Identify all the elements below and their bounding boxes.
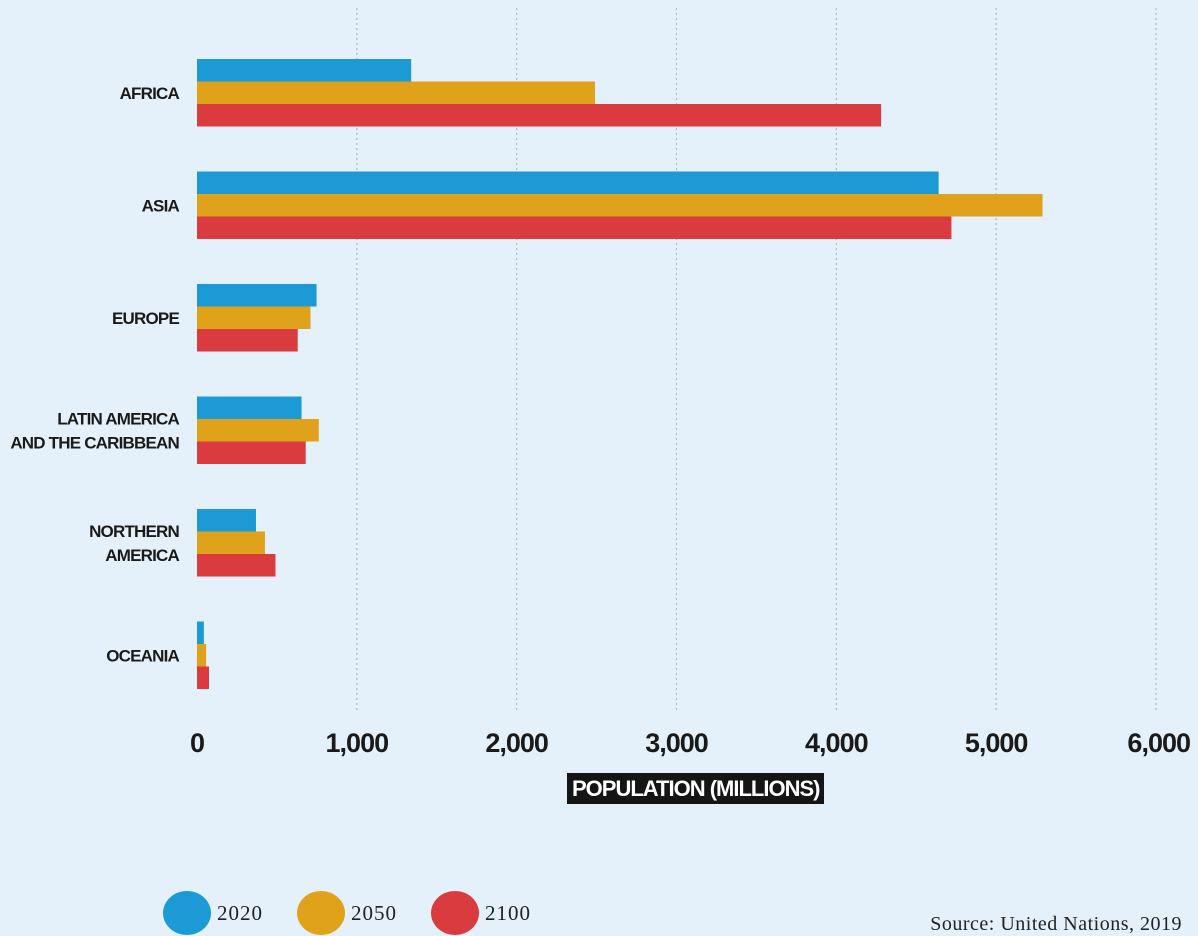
x-tick-label-3: 3,000 bbox=[645, 728, 708, 758]
category-label-1-0: ASIA bbox=[142, 196, 180, 215]
category-label-3-0: LATIN AMERICA bbox=[57, 409, 179, 428]
x-tick-label-4: 4,000 bbox=[805, 728, 868, 758]
bar-4-2020 bbox=[197, 509, 256, 532]
category-labels: AFRICA ASIA EUROPE LATIN AMERICA AND THE CAR… bbox=[10, 84, 180, 666]
bar-1-2050 bbox=[197, 194, 1043, 217]
x-tick-label-6: 6,000 bbox=[1127, 728, 1190, 758]
source-note: Source: United Nations, 2019 bbox=[930, 913, 1182, 935]
bar-2-2050 bbox=[197, 306, 311, 329]
bar-1-2020 bbox=[197, 171, 939, 194]
legend-swatch-2050 bbox=[297, 891, 345, 935]
x-tick-label-5: 5,000 bbox=[965, 728, 1028, 758]
legend-item-2100: 2100 bbox=[431, 891, 531, 935]
bar-5-2100 bbox=[197, 666, 209, 689]
x-tick-label-2: 2,000 bbox=[485, 728, 548, 758]
bar-5-2020 bbox=[197, 621, 204, 644]
legend-label-2050: 2050 bbox=[351, 900, 397, 925]
bar-2-2100 bbox=[197, 329, 298, 352]
category-label-0-0: AFRICA bbox=[120, 84, 180, 103]
legend-item-2020: 2020 bbox=[163, 891, 263, 935]
x-tick-labels: 0 1,000 2,000 3,000 4,000 5,000 6,000 bbox=[190, 728, 1191, 758]
category-label-4-0: NORTHERN bbox=[89, 522, 179, 541]
population-bar-chart: AFRICA ASIA EUROPE LATIN AMERICA AND THE CAR… bbox=[10, 8, 1191, 758]
bar-3-2050 bbox=[197, 419, 319, 442]
bar-5-2050 bbox=[197, 644, 207, 667]
bar-1-2100 bbox=[197, 216, 952, 239]
bars-group bbox=[197, 59, 1043, 689]
bar-0-2050 bbox=[197, 81, 595, 104]
bar-2-2020 bbox=[197, 284, 317, 307]
legend-swatch-2020 bbox=[163, 891, 211, 935]
legend-label-2020: 2020 bbox=[217, 900, 263, 925]
bar-0-2100 bbox=[197, 104, 882, 127]
category-label-4-1: AMERICA bbox=[105, 546, 179, 565]
category-label-3-1: AND THE CARIBBEAN bbox=[10, 433, 179, 452]
legend: 2020 2050 2100 bbox=[163, 890, 565, 936]
bar-4-2050 bbox=[197, 531, 265, 554]
grid-lines bbox=[356, 8, 1157, 712]
legend-item-2050: 2050 bbox=[297, 891, 397, 935]
category-label-5-0: OCEANIA bbox=[106, 646, 179, 665]
legend-swatch-2100 bbox=[431, 891, 479, 935]
x-tick-label-1: 1,000 bbox=[326, 728, 389, 758]
category-label-2-0: EUROPE bbox=[112, 309, 179, 328]
x-axis-label: POPULATION (MILLIONS) bbox=[567, 773, 825, 804]
x-tick-label-0: 0 bbox=[190, 728, 204, 758]
bar-3-2100 bbox=[197, 441, 306, 464]
bar-4-2100 bbox=[197, 554, 276, 577]
bar-3-2020 bbox=[197, 396, 302, 419]
bar-0-2020 bbox=[197, 59, 412, 82]
legend-label-2100: 2100 bbox=[485, 900, 531, 925]
